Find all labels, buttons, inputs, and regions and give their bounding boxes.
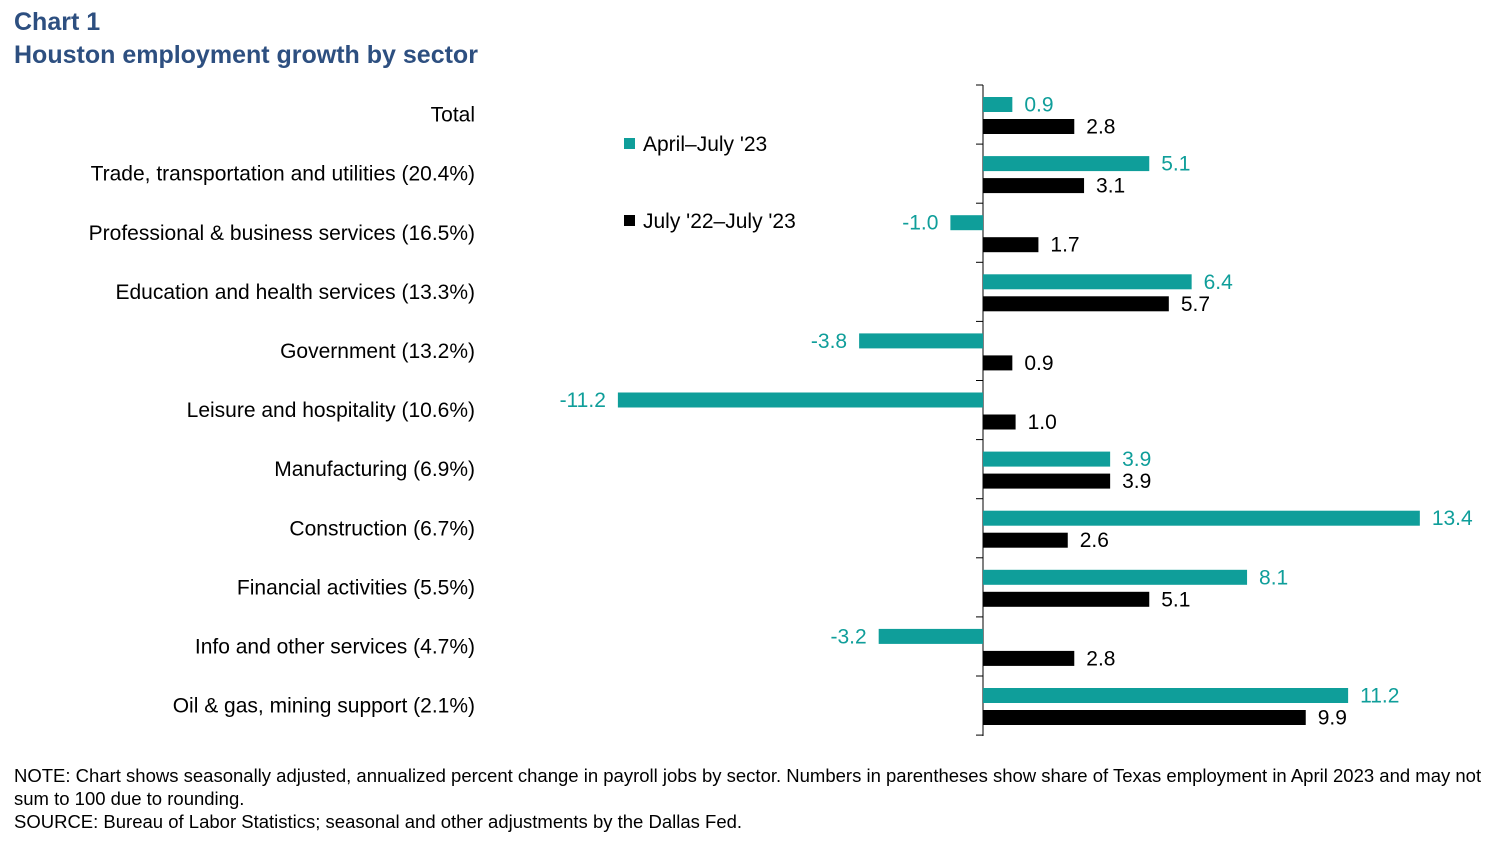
bar-july22-july23 [983, 237, 1039, 253]
bar-july22-july23 [983, 532, 1068, 548]
bar-april-july-23 [983, 97, 1013, 112]
category-label: Manufacturing (6.9%) [274, 458, 475, 481]
footnotes: NOTE: Chart shows seasonally adjusted, a… [14, 764, 1484, 833]
chart-plot: Total 0.9 2.8 Trade, transportation and uti… [89, 84, 1473, 736]
data-label-april-july-23: -3.8 [811, 330, 847, 353]
data-label-april-july-23: 5.1 [1161, 153, 1190, 176]
bar-july22-july23 [983, 591, 1150, 607]
source-text: SOURCE: Bureau of Labor Statistics; seas… [14, 811, 743, 832]
data-label-april-july-23: 13.4 [1432, 507, 1473, 530]
data-label-july22-july23: 3.1 [1096, 175, 1125, 198]
bar-july22-july23 [983, 414, 1016, 430]
bar-july22-july23 [983, 710, 1306, 725]
chart-number: Chart 1 [14, 8, 101, 36]
bar-july22-july23 [983, 650, 1075, 666]
category-label: Total [431, 104, 475, 127]
legend-july22-july23-label: July '22–July '23 [643, 210, 796, 233]
data-label-july22-july23: 3.9 [1122, 470, 1151, 493]
category-label: Leisure and hospitality (10.6%) [187, 399, 475, 422]
bar-april-july-23 [983, 569, 1248, 585]
category-label: Government (13.2%) [280, 340, 475, 363]
data-label-july22-july23: 9.9 [1318, 707, 1347, 730]
legend-april-july-23-label: April–July '23 [643, 133, 767, 156]
data-label-april-july-23: 11.2 [1360, 685, 1399, 708]
category-label: Professional & business services (16.5%) [89, 222, 475, 245]
data-label-july22-july23: 2.8 [1086, 116, 1115, 139]
legend-april-july-23-swatch [624, 138, 635, 149]
bar-april-july-23 [983, 510, 1420, 526]
category-label: Trade, transportation and utilities (20.… [91, 163, 475, 186]
data-label-july22-july23: 1.7 [1050, 234, 1079, 257]
category-label: Financial activities (5.5%) [237, 576, 475, 599]
data-label-april-july-23: -1.0 [902, 212, 938, 235]
bar-april-july-23 [983, 156, 1150, 172]
legend-july22-july23-swatch [624, 215, 635, 226]
data-label-july22-july23: 2.8 [1086, 647, 1115, 670]
note-text: NOTE: Chart shows seasonally adjusted, a… [14, 765, 1482, 809]
data-label-april-july-23: 8.1 [1259, 566, 1288, 589]
category-label: Education and health services (13.3%) [115, 281, 475, 304]
data-label-july22-july23: 5.1 [1161, 588, 1190, 611]
bar-april-july-23 [983, 274, 1192, 290]
data-label-april-july-23: 3.9 [1122, 448, 1151, 471]
bar-july22-july23 [983, 355, 1013, 371]
bar-april-july-23 [950, 215, 983, 231]
data-label-july22-july23: 5.7 [1181, 293, 1210, 316]
category-label: Oil & gas, mining support (2.1%) [173, 695, 475, 718]
bar-april-july-23 [983, 451, 1111, 467]
bar-july22-july23 [983, 178, 1085, 194]
bar-april-july-23 [983, 688, 1349, 703]
category-label: Info and other services (4.7%) [195, 635, 475, 658]
data-label-july22-july23: 1.0 [1028, 411, 1057, 434]
data-label-april-july-23: 0.9 [1024, 94, 1053, 117]
bar-april-july-23 [878, 628, 983, 644]
bar-april-july-23 [617, 392, 983, 408]
bar-july22-july23 [983, 473, 1111, 489]
bar-july22-july23 [983, 296, 1169, 312]
data-label-july22-july23: 0.9 [1024, 352, 1053, 375]
bar-april-july-23 [859, 333, 983, 349]
category-label: Construction (6.7%) [289, 517, 475, 540]
data-label-april-july-23: -11.2 [560, 389, 606, 412]
chart-title: Houston employment growth by sector [14, 41, 478, 69]
bar-july22-july23 [983, 119, 1075, 134]
data-label-july22-july23: 2.6 [1080, 529, 1109, 552]
data-label-april-july-23: -3.2 [830, 625, 866, 648]
data-label-april-july-23: 6.4 [1204, 271, 1234, 294]
